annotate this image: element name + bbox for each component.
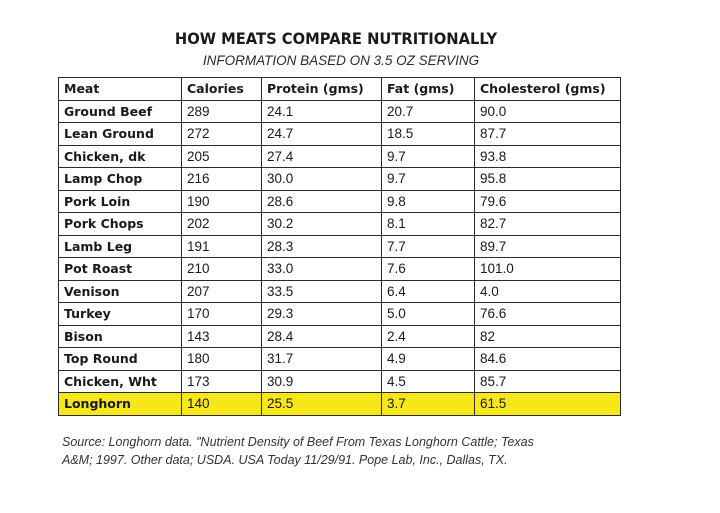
cell-protein: 29.3 bbox=[261, 302, 382, 326]
cell-protein: 28.6 bbox=[261, 189, 382, 213]
source-line-2: A&M; 1997. Other data; USDA. USA Today 1… bbox=[62, 453, 508, 467]
cell-meat: Venison bbox=[58, 279, 182, 303]
source-line-1: Source: Longhorn data. "Nutrient Density… bbox=[62, 435, 534, 449]
cell-cholesterol: 101.0 bbox=[474, 257, 621, 281]
cell-cholesterol: 82 bbox=[474, 324, 621, 348]
cell-calories: 272 bbox=[181, 122, 262, 146]
cell-fat: 5.0 bbox=[381, 302, 475, 326]
cell-protein: 30.0 bbox=[261, 167, 382, 191]
table-body: Ground Beef 289 24.1 20.7 90.0 Lean Ground 272… bbox=[58, 99, 621, 416]
cell-cholesterol: 89.7 bbox=[474, 234, 621, 258]
cell-meat: Pot Roast bbox=[58, 257, 182, 281]
cell-calories: 202 bbox=[181, 212, 262, 236]
cell-meat: Bison bbox=[58, 324, 182, 348]
cell-calories: 173 bbox=[181, 369, 262, 393]
header-fat: Fat (gms) bbox=[381, 77, 475, 101]
cell-cholesterol: 93.8 bbox=[474, 144, 621, 168]
table-row: Turkey 170 29.3 5.0 76.6 bbox=[58, 302, 621, 326]
header-calories: Calories bbox=[181, 77, 262, 101]
table-row: Ground Beef 289 24.1 20.7 90.0 bbox=[58, 99, 621, 123]
cell-meat: Ground Beef bbox=[58, 99, 182, 123]
header-cholesterol: Cholesterol (gms) bbox=[474, 77, 621, 101]
table-row: Bison 143 28.4 2.4 82 bbox=[58, 324, 621, 348]
cell-cholesterol: 76.6 bbox=[474, 302, 621, 326]
cell-meat: Chicken, Wht bbox=[58, 369, 182, 393]
header-row: Meat Calories Protein (gms) Fat (gms) Ch… bbox=[58, 77, 621, 101]
table-subtitle: INFORMATION BASED ON 3.5 OZ SERVING bbox=[202, 53, 480, 68]
table-row: Pork Chops 202 30.2 8.1 82.7 bbox=[58, 212, 621, 236]
cell-meat: Turkey bbox=[58, 302, 182, 326]
cell-meat: Lamp Chop bbox=[58, 167, 182, 191]
cell-meat: Longhorn bbox=[58, 392, 182, 416]
cell-fat: 7.6 bbox=[381, 257, 475, 281]
cell-meat: Chicken, dk bbox=[58, 144, 182, 168]
header-protein: Protein (gms) bbox=[261, 77, 382, 101]
cell-cholesterol: 90.0 bbox=[474, 99, 621, 123]
table-row: Venison 207 33.5 6.4 4.0 bbox=[58, 279, 621, 303]
header-meat: Meat bbox=[58, 77, 182, 101]
table-row-highlighted: Longhorn 140 25.5 3.7 61.5 bbox=[58, 392, 621, 416]
cell-protein: 33.0 bbox=[261, 257, 382, 281]
cell-meat: Pork Chops bbox=[58, 212, 182, 236]
cell-protein: 30.2 bbox=[261, 212, 382, 236]
table-row: Lamb Leg 191 28.3 7.7 89.7 bbox=[58, 234, 621, 258]
cell-fat: 20.7 bbox=[381, 99, 475, 123]
cell-cholesterol: 79.6 bbox=[474, 189, 621, 213]
cell-protein: 33.5 bbox=[261, 279, 382, 303]
cell-fat: 6.4 bbox=[381, 279, 475, 303]
table-row: Chicken, Wht 173 30.9 4.5 85.7 bbox=[58, 369, 621, 393]
table-row: Top Round 180 31.7 4.9 84.6 bbox=[58, 347, 621, 371]
cell-fat: 7.7 bbox=[381, 234, 475, 258]
cell-cholesterol: 95.8 bbox=[474, 167, 621, 191]
table-row: Pork Loin 190 28.6 9.8 79.6 bbox=[58, 189, 621, 213]
cell-cholesterol: 61.5 bbox=[474, 392, 621, 416]
cell-cholesterol: 84.6 bbox=[474, 347, 621, 371]
source-note: Source: Longhorn data. "Nutrient Density… bbox=[62, 433, 642, 469]
cell-calories: 205 bbox=[181, 144, 262, 168]
table-title: HOW MEATS COMPARE NUTRITIONALLY bbox=[174, 29, 498, 48]
cell-calories: 191 bbox=[181, 234, 262, 258]
cell-fat: 4.9 bbox=[381, 347, 475, 371]
cell-protein: 24.7 bbox=[261, 122, 382, 146]
cell-calories: 190 bbox=[181, 189, 262, 213]
cell-protein: 25.5 bbox=[261, 392, 382, 416]
cell-protein: 27.4 bbox=[261, 144, 382, 168]
nutrition-table: Meat Calories Protein (gms) Fat (gms) Ch… bbox=[58, 77, 621, 416]
cell-fat: 9.7 bbox=[381, 144, 475, 168]
cell-calories: 210 bbox=[181, 257, 262, 281]
cell-fat: 18.5 bbox=[381, 122, 475, 146]
cell-calories: 207 bbox=[181, 279, 262, 303]
table-row: Lean Ground 272 24.7 18.5 87.7 bbox=[58, 122, 621, 146]
table-row: Pot Roast 210 33.0 7.6 101.0 bbox=[58, 257, 621, 281]
cell-fat: 9.8 bbox=[381, 189, 475, 213]
cell-protein: 28.4 bbox=[261, 324, 382, 348]
cell-calories: 289 bbox=[181, 99, 262, 123]
cell-meat: Pork Loin bbox=[58, 189, 182, 213]
cell-protein: 31.7 bbox=[261, 347, 382, 371]
cell-fat: 3.7 bbox=[381, 392, 475, 416]
cell-calories: 140 bbox=[181, 392, 262, 416]
cell-fat: 8.1 bbox=[381, 212, 475, 236]
cell-fat: 2.4 bbox=[381, 324, 475, 348]
cell-calories: 180 bbox=[181, 347, 262, 371]
table-row: Chicken, dk 205 27.4 9.7 93.8 bbox=[58, 144, 621, 168]
cell-cholesterol: 4.0 bbox=[474, 279, 621, 303]
cell-cholesterol: 87.7 bbox=[474, 122, 621, 146]
cell-protein: 30.9 bbox=[261, 369, 382, 393]
cell-calories: 216 bbox=[181, 167, 262, 191]
cell-calories: 143 bbox=[181, 324, 262, 348]
cell-fat: 4.5 bbox=[381, 369, 475, 393]
cell-protein: 24.1 bbox=[261, 99, 382, 123]
cell-protein: 28.3 bbox=[261, 234, 382, 258]
cell-meat: Lean Ground bbox=[58, 122, 182, 146]
cell-cholesterol: 85.7 bbox=[474, 369, 621, 393]
cell-meat: Top Round bbox=[58, 347, 182, 371]
cell-fat: 9.7 bbox=[381, 167, 475, 191]
table-row: Lamp Chop 216 30.0 9.7 95.8 bbox=[58, 167, 621, 191]
cell-cholesterol: 82.7 bbox=[474, 212, 621, 236]
cell-calories: 170 bbox=[181, 302, 262, 326]
cell-meat: Lamb Leg bbox=[58, 234, 182, 258]
